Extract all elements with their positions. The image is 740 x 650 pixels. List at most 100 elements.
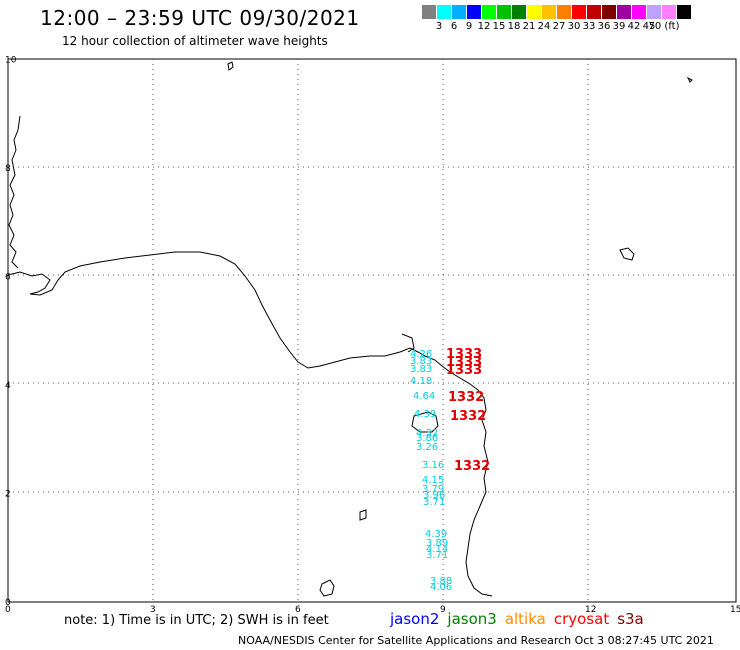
legend-swatch bbox=[512, 5, 527, 19]
legend-label: 33 bbox=[582, 21, 596, 32]
legend-swatch bbox=[662, 5, 677, 19]
legend-label: 27 bbox=[552, 21, 566, 32]
note-text: note: 1) Time is in UTC; 2) SWH is in fe… bbox=[64, 613, 329, 628]
red-observation-label: 1332 bbox=[448, 390, 484, 405]
red-observation-label: 1333 bbox=[446, 347, 482, 362]
red-observation-label: 1333 bbox=[446, 355, 482, 370]
legend-swatch bbox=[542, 5, 557, 19]
map-title: 12:00 – 23:59 UTC 09/30/2021 bbox=[40, 6, 360, 30]
cyan-observation-label: 4.39 bbox=[414, 409, 436, 420]
legend-swatch bbox=[587, 5, 602, 19]
legend-swatch bbox=[482, 5, 497, 19]
cyan-observation-label: 4.06 bbox=[430, 582, 452, 593]
legend-label: 36 bbox=[597, 21, 611, 32]
island-south bbox=[319, 579, 335, 597]
cyan-observation-label: 3.26 bbox=[416, 442, 438, 453]
legend-label: 42 bbox=[627, 21, 641, 32]
legend-label: 3 bbox=[435, 21, 443, 32]
x-tick-label: 3 bbox=[150, 605, 156, 615]
legend-swatch bbox=[602, 5, 617, 19]
y-tick-label: 0 bbox=[5, 598, 11, 608]
y-tick-label: 4 bbox=[5, 381, 11, 391]
legend-label: 15 bbox=[492, 21, 506, 32]
legend-label: 70 (ft) bbox=[648, 21, 680, 32]
cyan-observation-label: 3.96 bbox=[423, 490, 445, 501]
legend-swatch bbox=[572, 5, 587, 19]
satellite-legend: jason2 jason3 altika cryosat s3a bbox=[390, 610, 652, 628]
island-small-east bbox=[686, 76, 693, 83]
legend-label: 9 bbox=[465, 21, 473, 32]
legend-swatches bbox=[422, 5, 740, 19]
legend-label: 21 bbox=[522, 21, 536, 32]
legend-label: 6 bbox=[450, 21, 458, 32]
map-border bbox=[7, 58, 737, 603]
coastline bbox=[7, 61, 693, 597]
cyan-observations: 4.263.833.834.184.644.394.323.863.263.16… bbox=[410, 349, 452, 593]
satellite-legend-jason2: jason2 bbox=[390, 610, 440, 628]
cyan-observation-label: 4.15 bbox=[422, 475, 444, 486]
legend-swatch bbox=[632, 5, 647, 19]
cyan-observation-label: 3.71 bbox=[426, 550, 448, 561]
cyan-observation-label: 4.26 bbox=[410, 349, 432, 360]
red-observation-label: 1333 bbox=[446, 363, 482, 378]
coastline-west-vertical bbox=[8, 115, 21, 269]
legend-swatch bbox=[467, 5, 482, 19]
x-tick-label: 6 bbox=[295, 605, 301, 615]
cyan-observation-label: 3.71 bbox=[423, 497, 445, 508]
y-tick-label: 8 bbox=[5, 164, 11, 174]
legend-label: 45 bbox=[642, 21, 656, 32]
y-tick-label: 2 bbox=[5, 490, 11, 500]
coastline-main bbox=[7, 251, 493, 597]
cyan-observation-label: 3.83 bbox=[410, 364, 432, 375]
legend-swatch bbox=[452, 5, 467, 19]
satellite-legend-jason3: jason3 bbox=[447, 610, 497, 628]
island-small-mid bbox=[359, 509, 367, 521]
y-axis-ticks: 0 2 4 6 8 10 bbox=[5, 56, 17, 609]
red-observation-label: 1332 bbox=[450, 409, 486, 424]
cyan-observation-label: 3.89 bbox=[426, 538, 448, 549]
y-tick-label: 6 bbox=[5, 273, 11, 283]
map-grid bbox=[8, 59, 736, 602]
cyan-observation-label: 4.32 bbox=[416, 428, 438, 439]
cyan-observation-label: 4.64 bbox=[413, 391, 435, 402]
x-tick-label: 15 bbox=[730, 605, 740, 615]
cyan-observation-label: 3.16 bbox=[422, 460, 444, 471]
x-tick-label: 0 bbox=[5, 605, 11, 615]
island-east bbox=[619, 247, 635, 261]
x-tick-label: 12 bbox=[585, 605, 596, 615]
cyan-observation-label: 4.18 bbox=[410, 376, 432, 387]
legend-swatch bbox=[617, 5, 632, 19]
legend-label: 24 bbox=[537, 21, 551, 32]
cyan-observation-label: 3.88 bbox=[430, 576, 452, 587]
satellite-legend-altika: altika bbox=[504, 610, 546, 628]
x-axis-ticks: 0 3 6 9 12 15 bbox=[5, 605, 740, 615]
x-tick-label: 9 bbox=[440, 605, 446, 615]
legend-label: 39 bbox=[612, 21, 626, 32]
legend-labels: 3 6 9 12 15 18 21 24 27 30 33 36 39 42 45 70 (ft) bbox=[422, 19, 740, 33]
island-small-north bbox=[227, 61, 234, 71]
footer-credit: NOAA/NESDIS Center for Satellite Applica… bbox=[238, 634, 714, 647]
red-observation-label: 1332 bbox=[454, 459, 490, 474]
legend-swatch bbox=[677, 5, 692, 19]
legend-swatch bbox=[557, 5, 572, 19]
legend-swatch bbox=[437, 5, 452, 19]
legend-label: 12 bbox=[477, 21, 491, 32]
legend-swatch bbox=[647, 5, 662, 19]
cyan-observation-label: 3.83 bbox=[410, 356, 432, 367]
satellite-legend-s3a: s3a bbox=[617, 610, 644, 628]
map-subtitle: 12 hour collection of altimeter wave hei… bbox=[62, 34, 328, 48]
wave-height-color-legend: 3 6 9 12 15 18 21 24 27 30 33 36 39 42 45 70 (ft) bbox=[422, 5, 740, 33]
legend-label: 30 bbox=[567, 21, 581, 32]
legend-swatch bbox=[497, 5, 512, 19]
peninsula-notch bbox=[401, 333, 415, 353]
cyan-observation-label: 4.39 bbox=[425, 529, 447, 540]
y-tick-label: 10 bbox=[5, 56, 17, 66]
island-large-bay bbox=[411, 411, 439, 433]
cyan-observation-label: 3.79 bbox=[422, 484, 444, 495]
legend-swatch bbox=[527, 5, 542, 19]
cyan-observation-label: 3.86 bbox=[416, 433, 438, 444]
legend-swatch bbox=[422, 5, 437, 19]
satellite-legend-cryosat: cryosat bbox=[553, 610, 610, 628]
